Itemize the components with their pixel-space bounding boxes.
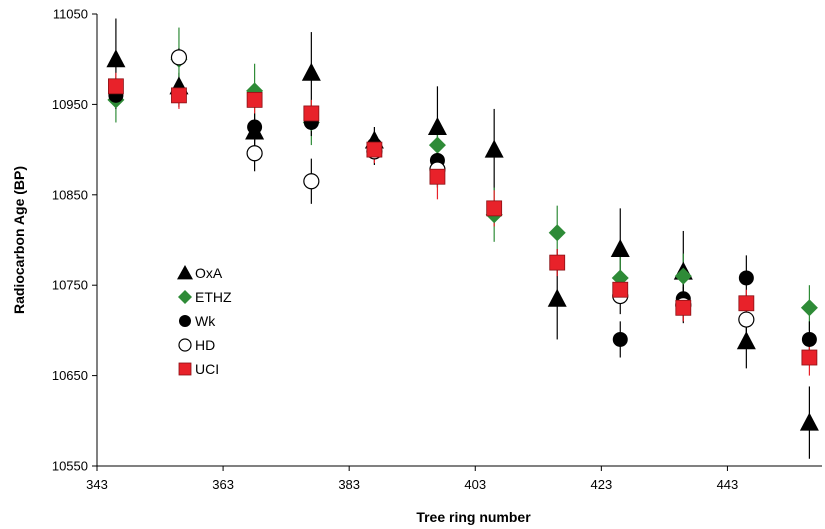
wk-legend-label: Wk xyxy=(195,313,216,329)
uci-point xyxy=(429,168,446,185)
y-tick-label: 10850 xyxy=(52,187,88,202)
uci-point xyxy=(171,87,187,104)
legend-item-ethz: ETHZ xyxy=(178,289,232,305)
oxa-point xyxy=(547,288,567,307)
data-markers xyxy=(106,49,819,431)
wk-point xyxy=(612,331,628,347)
error-bars xyxy=(115,18,810,459)
uci-point xyxy=(246,91,263,108)
ethz-point xyxy=(548,224,566,242)
x-tick-label: 423 xyxy=(590,477,612,492)
ethz-point xyxy=(800,299,818,317)
hd-point xyxy=(738,311,755,328)
axes xyxy=(96,14,822,467)
uci-point xyxy=(675,299,692,316)
oxa-point xyxy=(106,49,126,68)
hd-legend-symbol xyxy=(178,338,192,352)
oxa-point xyxy=(301,62,321,81)
uci-point xyxy=(486,200,503,217)
ticks: 10550 10650 10750 10850 10950 11050 343 363 383 4… xyxy=(52,7,738,493)
oxa-point xyxy=(736,331,756,350)
legend-item-uci: UCI xyxy=(178,361,219,377)
ethz-point xyxy=(674,267,692,285)
x-tick-label: 443 xyxy=(717,477,739,492)
legend-item-oxa: OxA xyxy=(177,265,223,281)
y-tick-label: 10650 xyxy=(52,368,88,383)
wk-point xyxy=(801,331,817,347)
oxa-point xyxy=(610,239,630,258)
y-tick-label: 10750 xyxy=(52,278,88,293)
uci-legend-symbol xyxy=(178,362,192,376)
uci-point xyxy=(738,295,755,312)
x-tick-label: 343 xyxy=(86,477,108,492)
oxa-legend-symbol xyxy=(177,265,193,280)
legend: OxA ETHZ Wk HD UCI xyxy=(177,265,232,377)
ethz-legend-symbol xyxy=(178,290,192,304)
uci-point xyxy=(612,281,629,298)
uci-point xyxy=(549,254,566,271)
legend-item-wk: Wk xyxy=(179,313,216,329)
wk-point xyxy=(247,119,263,135)
ethz-point xyxy=(428,136,446,154)
x-tick-label: 383 xyxy=(338,477,360,492)
x-axis-label: Tree ring number xyxy=(416,509,531,525)
uci-point xyxy=(108,78,124,95)
uci-point xyxy=(801,349,818,366)
legend-item-hd: HD xyxy=(178,337,215,353)
oxa-point xyxy=(427,117,447,135)
oxa-point xyxy=(484,139,504,158)
x-tick-label: 363 xyxy=(212,477,234,492)
x-tick-label: 403 xyxy=(464,477,486,492)
y-tick-label: 11050 xyxy=(53,7,88,22)
hd-point xyxy=(246,145,263,162)
wk-point xyxy=(738,270,754,286)
hd-point xyxy=(170,49,188,66)
wk-legend-symbol xyxy=(179,315,191,327)
hd-point xyxy=(303,173,320,190)
oxa-legend-label: OxA xyxy=(195,265,223,281)
y-tick-label: 10550 xyxy=(52,459,88,474)
uci-point xyxy=(366,141,383,158)
y-axis-label: Radiocarbon Age (BP) xyxy=(11,166,27,314)
ethz-legend-label: ETHZ xyxy=(195,289,232,305)
uci-point xyxy=(303,105,320,122)
oxa-point xyxy=(799,412,819,431)
uci-legend-label: UCI xyxy=(195,361,219,377)
hd-legend-label: HD xyxy=(195,337,215,353)
y-tick-label: 10950 xyxy=(52,97,88,112)
